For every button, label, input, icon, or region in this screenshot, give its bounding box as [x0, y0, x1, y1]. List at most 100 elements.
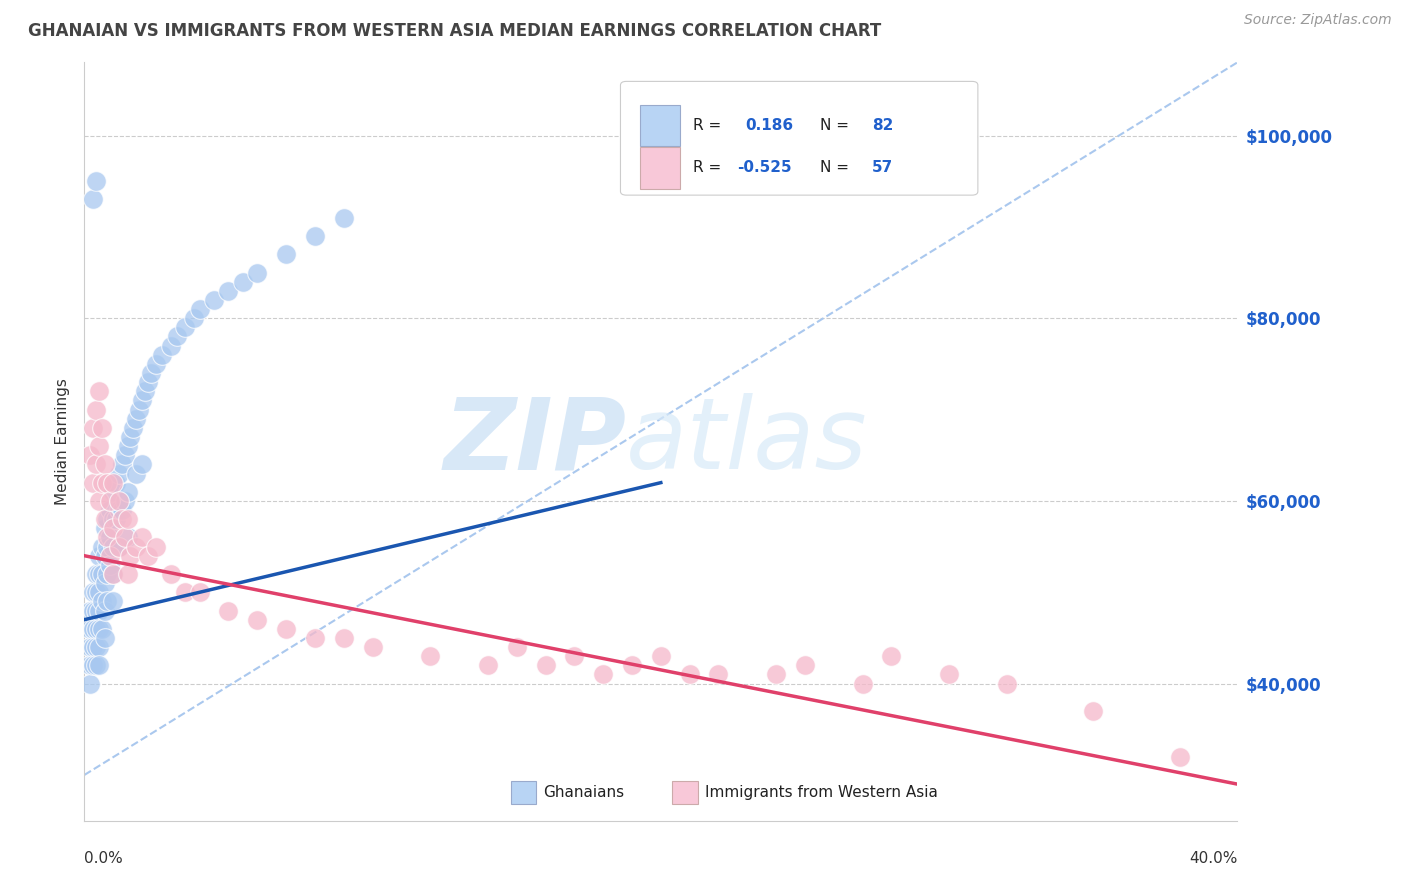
Point: [84, 402, 107, 417]
Point: [79, 658, 101, 673]
Point: [87, 549, 110, 563]
Point: [103, 475, 124, 490]
Point: [105, 475, 128, 490]
Point: [103, 540, 124, 554]
Point: [108, 494, 131, 508]
Point: [506, 640, 529, 654]
Point: [87, 494, 110, 508]
Point: [108, 503, 131, 517]
Point: [707, 667, 730, 681]
Point: [246, 266, 269, 280]
FancyBboxPatch shape: [620, 81, 979, 195]
FancyBboxPatch shape: [510, 781, 536, 804]
Point: [188, 585, 211, 599]
Point: [125, 540, 148, 554]
Point: [419, 649, 441, 664]
Point: [103, 484, 124, 499]
Text: 40.0%: 40.0%: [1189, 851, 1237, 866]
FancyBboxPatch shape: [672, 781, 697, 804]
Point: [995, 676, 1018, 690]
Point: [145, 540, 167, 554]
Text: GHANAIAN VS IMMIGRANTS FROM WESTERN ASIA MEDIAN EARNINGS CORRELATION CHART: GHANAIAN VS IMMIGRANTS FROM WESTERN ASIA…: [28, 22, 882, 40]
Text: 0.0%: 0.0%: [84, 851, 124, 866]
Point: [98, 494, 121, 508]
Text: 57: 57: [872, 161, 893, 176]
Point: [105, 512, 128, 526]
Point: [188, 302, 211, 317]
Point: [117, 439, 139, 453]
Point: [108, 540, 131, 554]
Point: [304, 631, 326, 645]
Point: [1083, 704, 1105, 718]
Point: [108, 467, 131, 481]
Point: [82, 421, 104, 435]
Point: [87, 603, 110, 617]
Point: [1168, 749, 1191, 764]
Point: [90, 622, 112, 636]
Point: [938, 667, 960, 681]
Point: [120, 430, 142, 444]
Text: Immigrants from Western Asia: Immigrants from Western Asia: [704, 785, 938, 800]
Point: [98, 549, 121, 563]
Point: [87, 566, 110, 581]
Point: [90, 421, 112, 435]
Text: -0.525: -0.525: [737, 161, 792, 176]
Point: [93, 603, 115, 617]
Point: [98, 503, 121, 517]
Point: [84, 640, 107, 654]
Y-axis label: Median Earnings: Median Earnings: [55, 378, 70, 505]
Point: [304, 229, 326, 244]
Point: [117, 512, 139, 526]
Point: [79, 676, 101, 690]
Point: [79, 603, 101, 617]
Point: [82, 475, 104, 490]
Point: [111, 503, 134, 517]
Point: [82, 622, 104, 636]
Point: [103, 512, 124, 526]
Point: [166, 329, 188, 343]
Point: [79, 448, 101, 462]
Text: 82: 82: [872, 118, 893, 133]
Point: [96, 594, 118, 608]
Point: [84, 174, 107, 188]
Text: N =: N =: [820, 118, 853, 133]
FancyBboxPatch shape: [640, 104, 681, 146]
Point: [361, 640, 384, 654]
Point: [87, 640, 110, 654]
Point: [160, 566, 183, 581]
Point: [794, 658, 817, 673]
Point: [765, 667, 787, 681]
Point: [96, 540, 118, 554]
Point: [87, 658, 110, 673]
Point: [93, 549, 115, 563]
Point: [82, 193, 104, 207]
Point: [82, 640, 104, 654]
Point: [98, 531, 121, 545]
Point: [103, 566, 124, 581]
Point: [202, 293, 225, 307]
Point: [592, 667, 614, 681]
Point: [117, 484, 139, 499]
Text: R =: R =: [693, 118, 727, 133]
Point: [111, 512, 134, 526]
Text: ZIP: ZIP: [443, 393, 626, 490]
Point: [96, 475, 118, 490]
Point: [880, 649, 903, 664]
Point: [174, 320, 197, 334]
Point: [125, 467, 148, 481]
Point: [232, 275, 254, 289]
Point: [160, 338, 183, 352]
Point: [276, 247, 298, 261]
Point: [79, 622, 101, 636]
Point: [117, 566, 139, 581]
Point: [111, 458, 134, 472]
Point: [183, 311, 205, 326]
Point: [246, 613, 269, 627]
Point: [84, 566, 107, 581]
Point: [136, 375, 159, 389]
Text: 0.186: 0.186: [745, 118, 793, 133]
Text: Source: ZipAtlas.com: Source: ZipAtlas.com: [1244, 13, 1392, 28]
Point: [477, 658, 499, 673]
Point: [134, 384, 156, 399]
Point: [84, 603, 107, 617]
